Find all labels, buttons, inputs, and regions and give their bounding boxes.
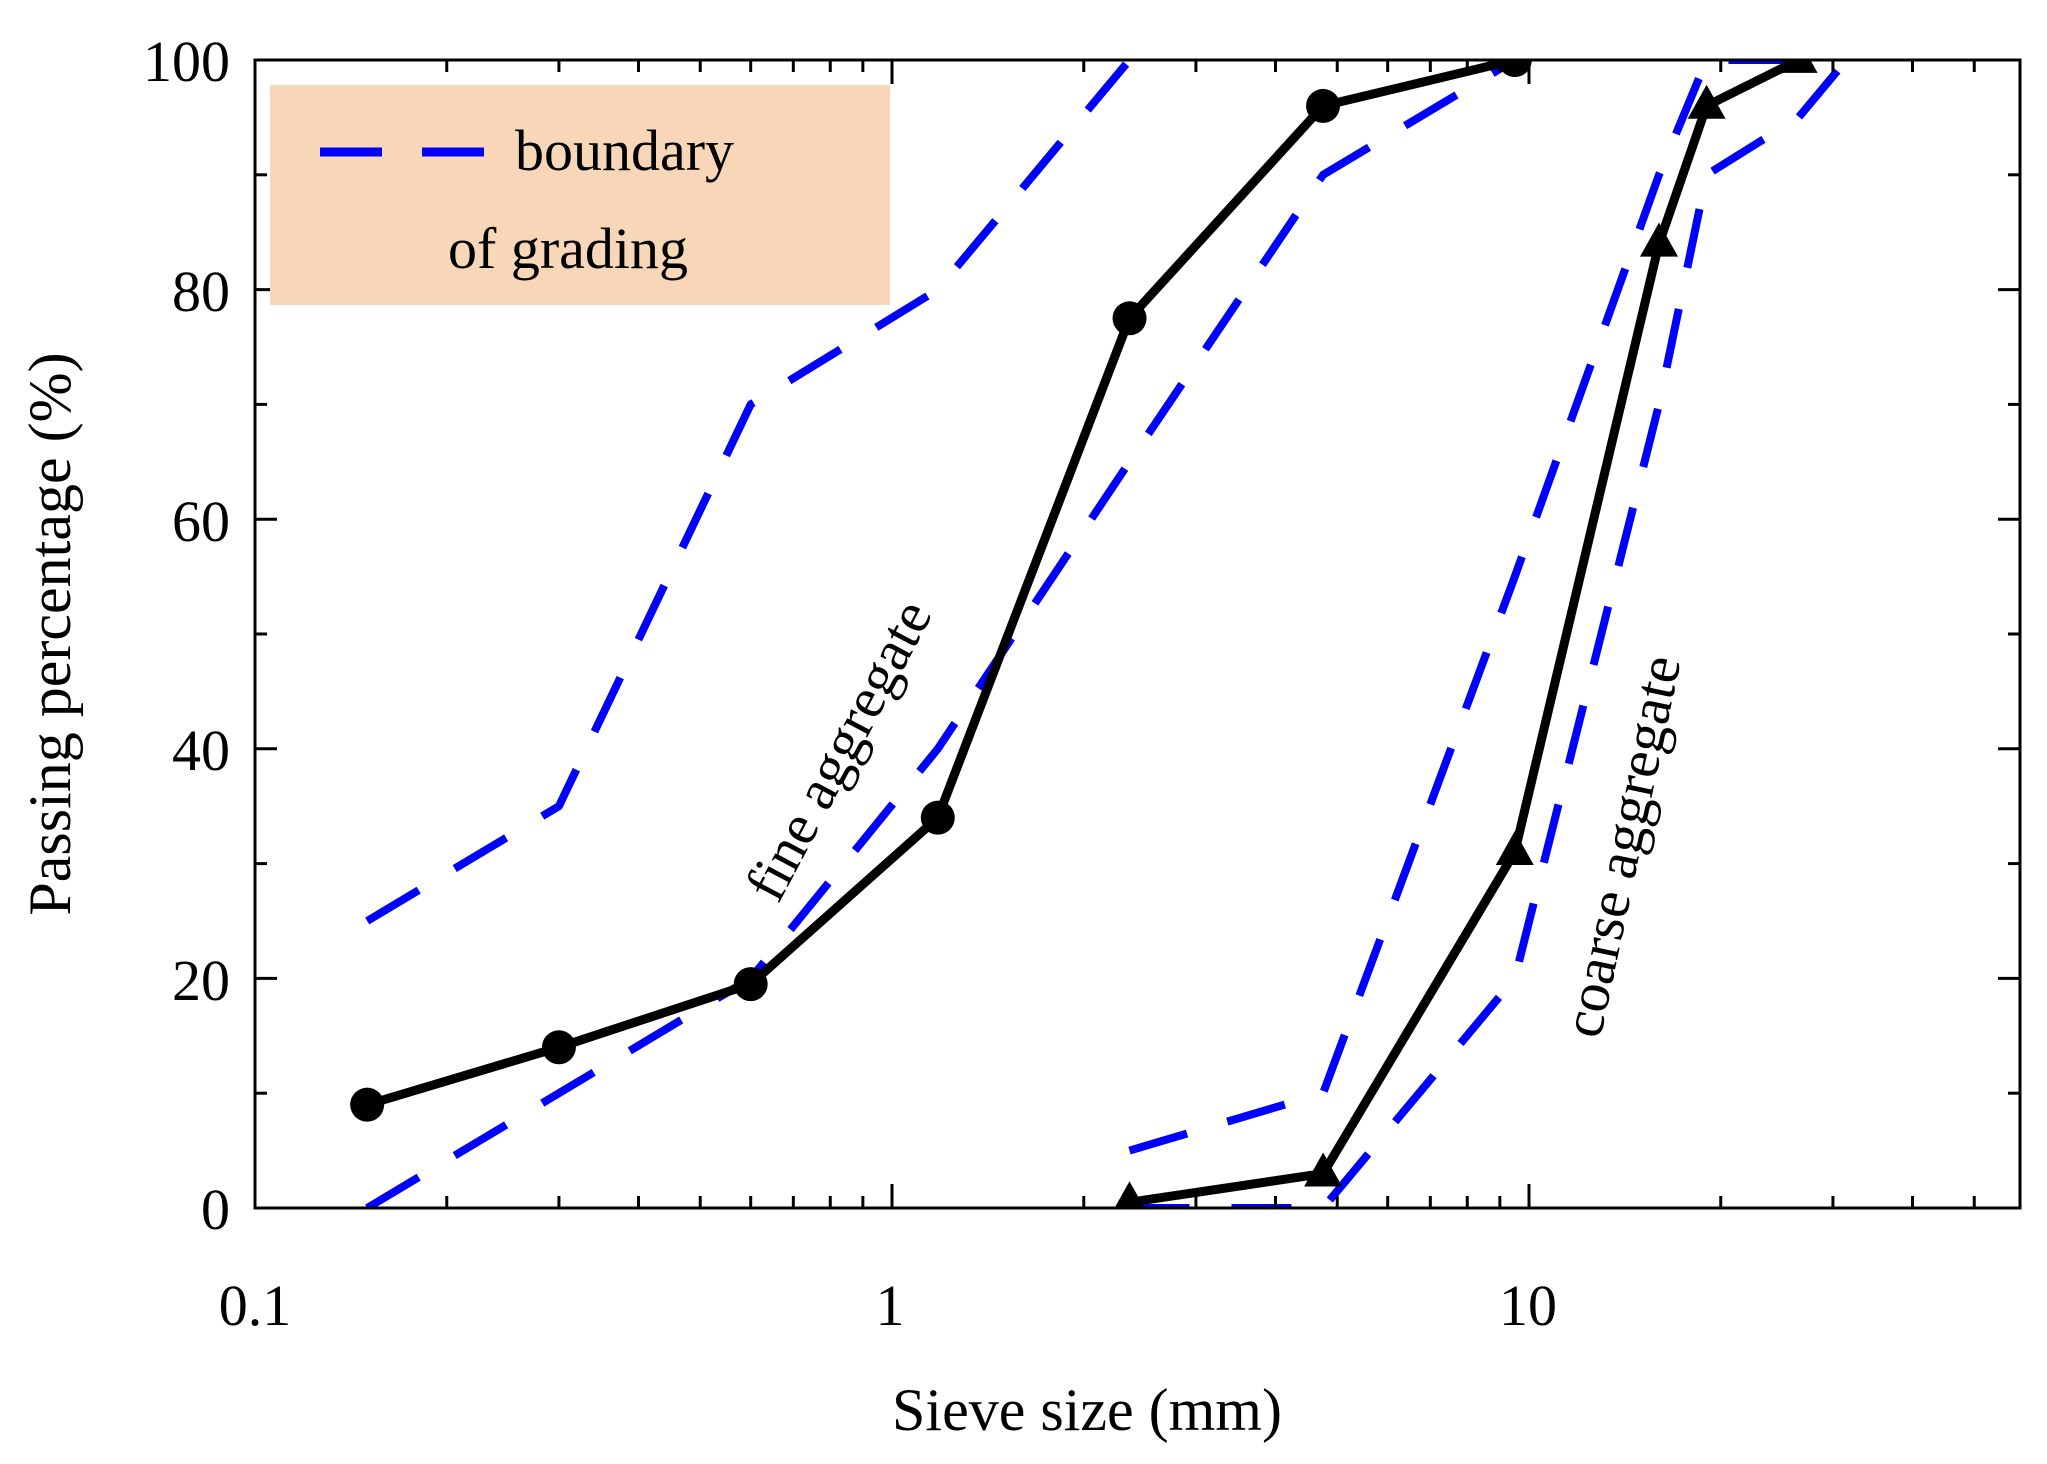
x-tick-labels: 0.1 1 10 <box>219 1273 1557 1338</box>
x-tick-label: 1 <box>876 1273 905 1338</box>
legend-label-line1: boundary <box>515 118 734 183</box>
data-point-circle <box>1112 301 1147 336</box>
data-series <box>350 60 1818 1208</box>
boundary-line-3 <box>1128 60 1799 1155</box>
series-line-2 <box>1125 60 1804 1207</box>
boundary-line-4 <box>1129 60 1850 1208</box>
y-tick-labels: 0 20 40 60 80 100 <box>143 29 230 1242</box>
y-tick-label: 100 <box>143 29 230 94</box>
data-point-triangle <box>1114 1181 1145 1208</box>
data-point-triangle <box>1495 831 1534 865</box>
x-axis-label: Sieve size (mm) <box>892 1377 1282 1443</box>
data-point-triangle <box>1304 1152 1343 1187</box>
x-tick-label: 10 <box>1499 1273 1557 1338</box>
y-axis-label: Passing percentage (%) <box>17 352 83 915</box>
boundary-line-1 <box>365 60 1133 925</box>
y-tick-label: 20 <box>172 948 230 1013</box>
legend-label-line2: of grading <box>448 216 688 281</box>
x-tick-label: 0.1 <box>219 1273 292 1338</box>
data-point-triangle <box>1779 60 1818 73</box>
y-tick-label: 40 <box>172 718 230 783</box>
y-tick-label: 0 <box>201 1177 230 1242</box>
legend-box <box>270 85 890 305</box>
data-point-circle <box>541 1030 576 1065</box>
boundary-line-2 <box>365 60 1517 1208</box>
data-point-circle <box>920 800 955 835</box>
y-tick-label: 80 <box>172 259 230 324</box>
data-point-circle <box>350 1087 385 1122</box>
data-point-triangle <box>1640 222 1678 257</box>
data-point-circle <box>733 967 768 1002</box>
coarse-aggregate-annotation: coarse aggregate <box>1549 650 1693 1043</box>
fine-aggregate-annotation: fine aggregate <box>732 589 944 911</box>
data-point-triangle <box>1687 84 1726 119</box>
data-point-circle <box>1497 60 1532 77</box>
data-point-circle <box>1306 88 1341 123</box>
legend: boundary of grading <box>270 85 890 305</box>
axis-ticks <box>253 58 2020 1210</box>
y-tick-label: 60 <box>172 489 230 554</box>
grading-boundaries <box>365 60 1850 1208</box>
